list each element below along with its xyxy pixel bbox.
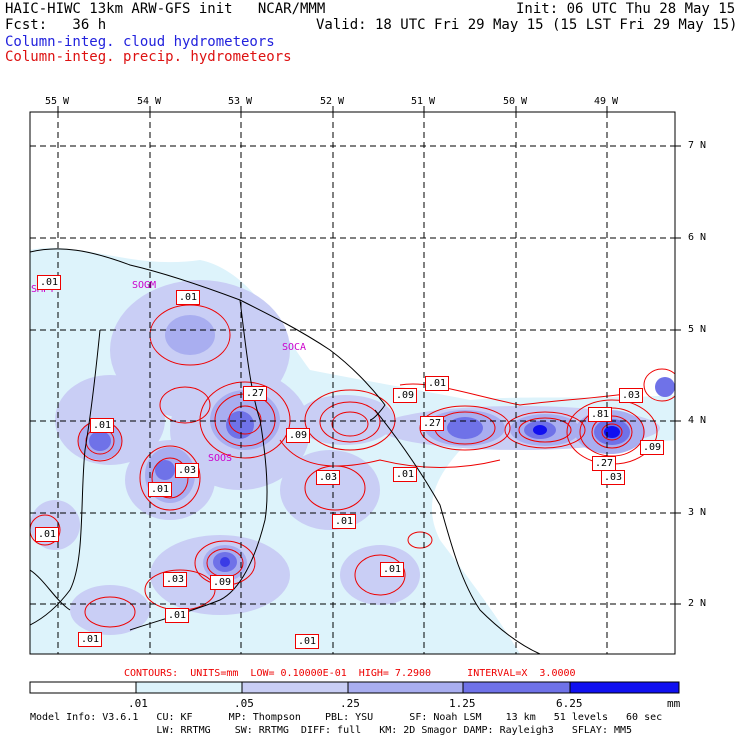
colorbar-label: .25: [340, 697, 360, 710]
contour-value-label: .27: [243, 386, 268, 401]
hydrometeor-shading: [30, 247, 675, 654]
colorbar-label: 6.25: [556, 697, 583, 710]
coastline: [30, 248, 541, 654]
lat-label: 2 N: [688, 598, 707, 609]
contour-value-label: .03: [163, 572, 188, 587]
latlon-grid: [30, 112, 675, 654]
contour-value-label: .01: [35, 527, 60, 542]
contour-value-label: .03: [175, 463, 200, 478]
cloud-field-title: Column-integ. cloud hydrometeors: [5, 34, 275, 50]
colorbar-units: mm: [667, 697, 681, 710]
station-label: SOOS: [208, 453, 233, 464]
contour-value-label: .01: [393, 467, 418, 482]
colorbar-bin: [569, 681, 680, 694]
model-title: HAIC-HIWC 13km ARW-GFS init NCAR/MMM: [5, 1, 326, 17]
colorbar-label: .05: [234, 697, 254, 710]
contour-value-label: .01: [425, 376, 450, 391]
contour-value-label: .01: [176, 290, 201, 305]
colorbar-label: 1.25: [449, 697, 476, 710]
contour-value-label: .03: [316, 470, 341, 485]
colorbar-bin: [135, 681, 243, 694]
map-frame: [29, 111, 676, 655]
lon-label: 55 W: [45, 96, 70, 107]
forecast-hour: Fcst: 36 h: [5, 17, 107, 33]
colorbar-bin: [29, 681, 137, 694]
contour-value-label: .09: [286, 428, 311, 443]
lat-label: 6 N: [688, 232, 707, 243]
contour-value-label: .01: [380, 562, 405, 577]
contour-value-label: .01: [37, 275, 62, 290]
lon-label: 53 W: [228, 96, 253, 107]
contour-value-label: .01: [295, 634, 320, 649]
contour-value-label: .01: [90, 418, 115, 433]
station-label: SOCA: [282, 342, 307, 353]
contour-value-label: .01: [165, 608, 190, 623]
frame-ticks: [57, 106, 681, 605]
lat-label: 5 N: [688, 324, 707, 335]
contour-value-label: .81: [588, 407, 613, 422]
lon-label: 50 W: [503, 96, 528, 107]
model-info-line2: LW: RRTMG SW: RRTMG DIFF: full KM: 2D Sm…: [30, 725, 633, 736]
colorbar-bin: [241, 681, 349, 694]
valid-time: Valid: 18 UTC Fri 29 May 15 (15 LST Fri …: [316, 17, 738, 33]
contour-value-label: .27: [420, 416, 445, 431]
lat-label: 7 N: [688, 140, 707, 151]
contour-value-label: .03: [601, 470, 626, 485]
contour-value-label: .01: [332, 514, 357, 529]
contour-value-label: .09: [210, 575, 235, 590]
lon-label: 52 W: [320, 96, 345, 107]
contour-value-label: .03: [619, 388, 644, 403]
station-label: SOGM: [132, 280, 157, 291]
contour-value-label: .09: [640, 440, 665, 455]
colorbar-label: .01: [128, 697, 148, 710]
lat-label: 3 N: [688, 507, 707, 518]
init-time: Init: 06 UTC Thu 28 May 15: [516, 1, 736, 17]
lon-label: 51 W: [411, 96, 436, 107]
lon-label: 54 W: [137, 96, 162, 107]
model-info-line1: Model Info: V3.6.1 CU: KF MP: Thompson P…: [30, 712, 663, 723]
contour-value-label: .01: [78, 632, 103, 647]
precip-field-title: Column-integ. precip. hydrometeors: [5, 49, 292, 65]
lat-label: 4 N: [688, 415, 707, 426]
colorbar-bin: [462, 681, 571, 694]
lon-label: 49 W: [594, 96, 619, 107]
contour-value-label: .09: [393, 388, 418, 403]
contour-info: CONTOURS: UNITS=mm LOW= 0.10000E-01 HIGH…: [124, 668, 576, 679]
contour-value-label: .01: [148, 482, 173, 497]
colorbar-bin: [347, 681, 464, 694]
